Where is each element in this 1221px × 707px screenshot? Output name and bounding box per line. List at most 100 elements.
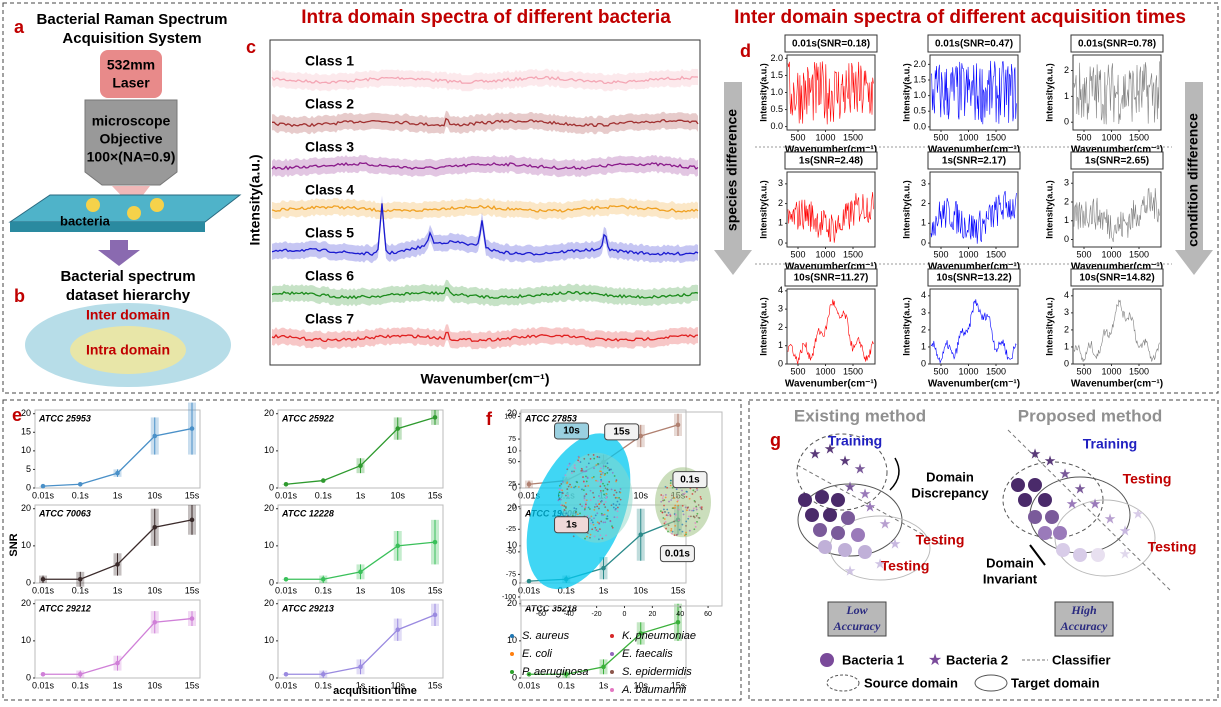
embedding-point bbox=[673, 497, 675, 499]
embedding-point bbox=[599, 534, 601, 536]
bacteria-2: ★ bbox=[809, 446, 822, 462]
embedding-point bbox=[583, 489, 585, 491]
embedding-point bbox=[598, 456, 600, 458]
embedding-point bbox=[578, 456, 580, 458]
bacteria-1 bbox=[831, 526, 845, 540]
arrow-label: condition difference bbox=[1185, 113, 1201, 247]
embedding-point bbox=[687, 506, 689, 508]
x-tick-label: 1500 bbox=[843, 132, 863, 142]
embedding-point bbox=[620, 488, 622, 490]
cluster-label: 0.1s bbox=[680, 474, 700, 485]
x-tick-label: 10s bbox=[147, 585, 162, 595]
x-tick-label: 1000 bbox=[1101, 249, 1121, 259]
point bbox=[321, 577, 326, 582]
bacteria-2: ★ bbox=[1029, 446, 1042, 462]
embedding-point bbox=[611, 504, 613, 506]
chart-title: ATCC 29213 bbox=[281, 603, 334, 613]
embedding-point bbox=[614, 475, 616, 477]
embedding-point bbox=[610, 520, 612, 522]
x-tick-label: 500 bbox=[790, 366, 805, 376]
label: Testing bbox=[881, 558, 930, 574]
embedding-point bbox=[673, 521, 675, 523]
bacteria-2: ★ bbox=[874, 556, 887, 572]
embedding-point bbox=[696, 513, 698, 515]
point bbox=[152, 434, 157, 439]
point bbox=[78, 672, 83, 677]
embedding-point bbox=[700, 498, 702, 500]
embedding-point bbox=[573, 487, 575, 489]
x-tick-label: 0.1s bbox=[315, 490, 333, 500]
embedding-point bbox=[595, 503, 597, 505]
embedding-point bbox=[565, 502, 567, 504]
point bbox=[284, 482, 289, 487]
embedding-point bbox=[701, 506, 703, 508]
embedding-point bbox=[566, 482, 568, 484]
y-tick-label: 75 bbox=[508, 436, 516, 443]
embedding-point bbox=[682, 510, 684, 512]
bacteria-1 bbox=[805, 508, 819, 522]
embedding-point bbox=[674, 525, 676, 527]
y-tick-label: 10 bbox=[264, 635, 274, 645]
legend-label: E. faecalis bbox=[622, 648, 673, 660]
embedding-point bbox=[678, 519, 680, 521]
embedding-point bbox=[612, 472, 614, 474]
point bbox=[395, 544, 400, 549]
y-tick-label: 1.0 bbox=[770, 87, 783, 97]
embedding-point bbox=[583, 497, 585, 499]
y-tick-label: 1 bbox=[921, 341, 926, 351]
embedding-point bbox=[559, 491, 561, 493]
embedding-point bbox=[601, 538, 603, 540]
class-label: Class 7 bbox=[305, 311, 354, 327]
label: Invariant bbox=[983, 571, 1038, 586]
point bbox=[190, 518, 195, 523]
embedding-point bbox=[696, 489, 698, 491]
y-axis-label: SNR bbox=[8, 533, 20, 556]
embedding-point bbox=[583, 481, 585, 483]
x-tick-label: 500 bbox=[790, 249, 805, 259]
y-tick-label: 2.0 bbox=[770, 53, 783, 63]
y-tick-label: 2 bbox=[778, 322, 783, 332]
y-tick-label: -100 bbox=[502, 594, 516, 601]
cluster-label: 15s bbox=[613, 426, 630, 437]
bacteria-1 bbox=[1011, 478, 1025, 492]
embedding-point bbox=[619, 491, 621, 493]
embedding-point bbox=[699, 517, 701, 519]
x-tick-label: 0.01s bbox=[32, 680, 55, 690]
bacteria-1 bbox=[815, 490, 829, 504]
label: High bbox=[1070, 603, 1097, 617]
y-axis-label: Intensity(a.u.) bbox=[758, 63, 768, 122]
embedding-point bbox=[597, 521, 599, 523]
embedding-point bbox=[573, 535, 575, 537]
point bbox=[41, 672, 46, 677]
y-tick-label: 2 bbox=[1064, 196, 1069, 206]
x-tick-label: 10s bbox=[633, 585, 648, 595]
point bbox=[321, 478, 326, 483]
y-tick-label: 0 bbox=[269, 577, 274, 587]
x-tick-label: 0.01s bbox=[518, 680, 541, 690]
spectrum bbox=[931, 191, 1016, 244]
bacteria-1 bbox=[1045, 510, 1059, 524]
embedding-point bbox=[597, 463, 599, 465]
bacterium bbox=[150, 198, 164, 212]
class-label: Class 5 bbox=[305, 225, 354, 241]
embedding-point bbox=[691, 510, 693, 512]
label: bacteria bbox=[60, 213, 111, 228]
x-tick-label: 0.1s bbox=[315, 680, 333, 690]
x-tick-label: 0 bbox=[623, 611, 627, 618]
embedding-point bbox=[616, 479, 618, 481]
title: Bacterial spectrum bbox=[60, 268, 195, 285]
y-tick-label: 3 bbox=[1064, 307, 1069, 317]
band bbox=[272, 280, 698, 307]
embedding-point bbox=[565, 495, 567, 497]
embedding-point bbox=[613, 503, 615, 505]
embedding-point bbox=[608, 469, 610, 471]
label: Testing bbox=[1148, 539, 1197, 555]
label: Low bbox=[845, 603, 868, 617]
x-tick-label: 15s bbox=[185, 585, 200, 595]
bacteria-2: ★ bbox=[839, 453, 852, 469]
embedding-point bbox=[617, 510, 619, 512]
y-tick-label: 4 bbox=[921, 290, 926, 300]
x-tick-label: 1s bbox=[113, 490, 123, 500]
embedding-point bbox=[600, 467, 602, 469]
class-label: Class 2 bbox=[305, 96, 354, 112]
